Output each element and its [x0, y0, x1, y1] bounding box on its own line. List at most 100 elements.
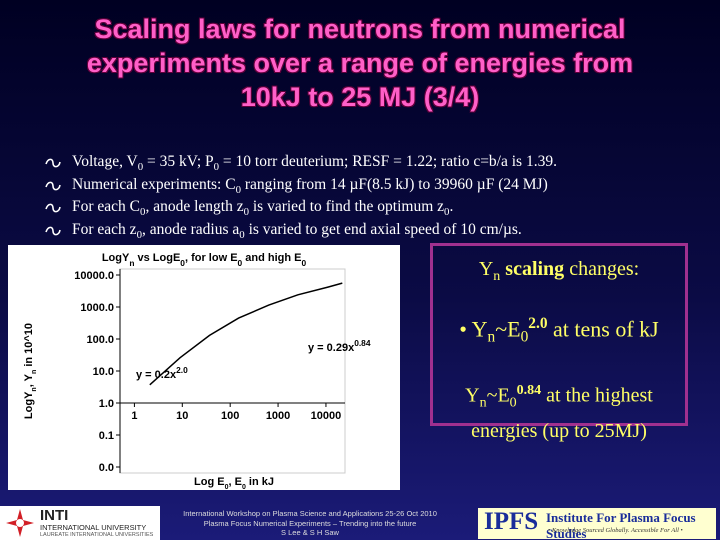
text-run: n: [31, 370, 38, 374]
inti-logo: INTI INTERNATIONAL UNIVERSITY LAUREATE I…: [0, 506, 160, 540]
text-run: 0: [137, 161, 144, 174]
text-run: Log E: [194, 476, 225, 488]
text-run: 2.0: [176, 365, 188, 375]
text-run: LogY: [23, 391, 35, 419]
text-run: y = 0.29x: [308, 342, 355, 354]
title-line: experiments over a range of energies fro…: [86, 48, 634, 78]
bullet-glyph: [45, 181, 61, 190]
logo-mark: [6, 509, 34, 537]
text-run: 0: [239, 228, 245, 241]
y-tick-label: 1000.0: [80, 302, 114, 314]
x-tick-label: 10000: [311, 410, 342, 422]
x-tick-label: 1000: [266, 410, 290, 422]
text-run: ~E: [486, 384, 510, 407]
text-run: 0: [136, 228, 142, 241]
callout-item: Yn~E00.84 at the highest energies (up to…: [451, 377, 667, 446]
bullet-glyph: [45, 203, 61, 213]
text-run: • Y: [459, 316, 488, 342]
ipfs-motto: • Knowledge Sourced Globally. Accessible…: [548, 527, 683, 534]
ipfs-logo: IPFS Institute For Plasma Focus Studies …: [478, 508, 716, 540]
text-run: .: [449, 198, 454, 215]
x-tick-label: 100: [221, 410, 239, 422]
text-run: and high E: [242, 252, 301, 264]
callout-item: • Yn~E02.0 at tens of kJ: [433, 315, 685, 347]
title-line: Scaling laws for neutrons from numerical: [94, 14, 626, 44]
text-run: 2.0: [528, 315, 548, 332]
y-axis-label: LogYn, Yn in 10^10: [23, 323, 38, 419]
chart: LogYn vs LogE0, for low E0 and high E010…: [8, 245, 400, 490]
text-run: 0.84: [354, 338, 371, 348]
text-run: 0: [180, 258, 185, 268]
text-run: Y: [478, 258, 494, 280]
workshop-line: S Lee & S H Saw: [281, 528, 339, 537]
text-run: ~E: [495, 316, 521, 342]
text-run: n: [31, 387, 38, 391]
text-run: n: [479, 395, 487, 411]
bullet: For each C0, anode length z0 is varied t…: [72, 198, 453, 218]
text-run: ranging from 14 µF(8.5 kJ) to 39960 µF (…: [240, 175, 548, 193]
text-run: For each C: [72, 198, 141, 215]
text-run: 0: [243, 206, 249, 219]
bullet: Voltage, V0 = 35 kV; P0 = 10 torr deuter…: [72, 153, 557, 173]
workshop-info: International Workshop on Plasma Science…: [170, 509, 450, 538]
text-run: 0: [520, 328, 529, 346]
annotation: y = 0.29x0.84: [308, 338, 371, 354]
logo-line: INTERNATIONAL UNIVERSITY: [40, 523, 147, 532]
data-line: [149, 282, 343, 386]
text-run: Y: [465, 384, 480, 407]
text-run: at tens of kJ: [547, 316, 659, 342]
text-run: = 35 kV; P: [143, 153, 214, 170]
text-run: 0: [235, 183, 241, 196]
text-run: 0: [140, 206, 146, 219]
y-tick-label: 10000.0: [74, 270, 114, 282]
text-run: = 10 torr deuterium; RESF = 1.22; ratio …: [219, 153, 557, 170]
text-run: 0: [238, 258, 243, 268]
y-tick-label: 100.0: [86, 334, 114, 346]
text-run: , Y: [23, 373, 35, 387]
text-run: at the highest energies (up to 25MJ): [471, 384, 653, 443]
bullet-swirl: [45, 203, 61, 213]
workshop-line: Plasma Focus Numerical Experiments – Tre…: [203, 518, 417, 528]
bullet-swirl: [45, 181, 61, 190]
bullet-swirl: [45, 226, 61, 235]
workshop-line: International Workshop on Plasma Science…: [183, 509, 437, 518]
bullet-glyph: [45, 226, 61, 235]
logo-line: LAUREATE INTERNATIONAL UNIVERSITIES: [40, 532, 154, 538]
text-run: n: [493, 269, 501, 284]
text-run: 0.84: [516, 382, 542, 398]
bullet: Numerical experiments: C0 ranging from 1…: [72, 176, 548, 196]
text-run: For each z: [72, 220, 137, 238]
ipfs-acronym: IPFS: [484, 508, 539, 535]
text-run: 0: [225, 484, 229, 491]
text-run: , for low E: [185, 252, 238, 264]
text-run: Voltage, V: [72, 153, 138, 170]
text-run: 0: [213, 161, 220, 174]
text-run: in 10^10: [23, 323, 35, 370]
text-run: vs LogE: [134, 252, 180, 264]
chart-background: [8, 245, 400, 490]
callout-heading: Yn scaling changes:: [433, 258, 685, 285]
text-run: in kJ: [246, 476, 274, 488]
title-line: 10kJ to 25 MJ (3/4): [240, 82, 480, 112]
text-run: scaling: [500, 258, 565, 280]
text-run: , E: [228, 476, 241, 488]
y-tick-label: 10.0: [93, 366, 114, 378]
title: Scaling laws for neutrons from numerical…: [0, 12, 720, 114]
callout: Yn scaling changes: • Yn~E02.0 at tens o…: [430, 243, 688, 442]
text-run: 0: [242, 484, 246, 491]
x-tick-label: 10: [176, 410, 188, 422]
text-run: n: [129, 258, 134, 268]
x-axis-label: Log E0, E0 in kJ: [194, 476, 274, 490]
y-tick-label: 0.0: [99, 462, 114, 474]
y-tick-label: 0.1: [99, 430, 114, 442]
x-tick-label: 1: [131, 410, 137, 422]
text-run: LogY: [102, 252, 130, 264]
text-run: is varied to find the optimum z: [249, 198, 445, 215]
text-run: n: [487, 328, 496, 346]
y-tick-label: 1.0: [99, 398, 114, 410]
text-run: is varied to get end axial speed of 10 c…: [244, 220, 522, 238]
text-run: , anode radius a: [141, 220, 240, 238]
annotation: y = 0.2x2.0: [136, 365, 188, 381]
ipfs-name: Institute For Plasma Focus Studies: [546, 510, 696, 540]
